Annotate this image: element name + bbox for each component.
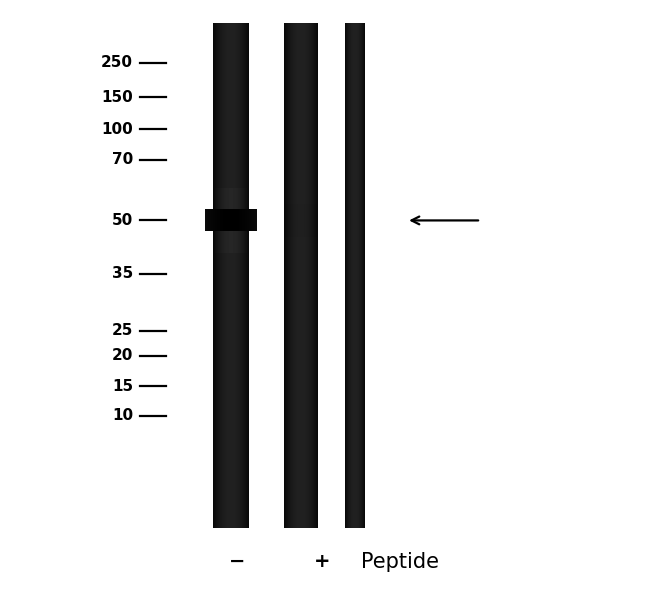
Text: 25: 25 [112,323,133,338]
Text: 150: 150 [101,89,133,105]
Text: 15: 15 [112,379,133,394]
Text: 20: 20 [112,348,133,364]
Text: +: + [313,552,330,571]
Text: 35: 35 [112,266,133,282]
Text: Peptide: Peptide [361,552,439,572]
Text: 70: 70 [112,152,133,168]
Text: 50: 50 [112,213,133,228]
Text: −: − [229,552,246,571]
Text: 10: 10 [112,408,133,423]
Text: 100: 100 [101,122,133,137]
Text: 250: 250 [101,55,133,71]
